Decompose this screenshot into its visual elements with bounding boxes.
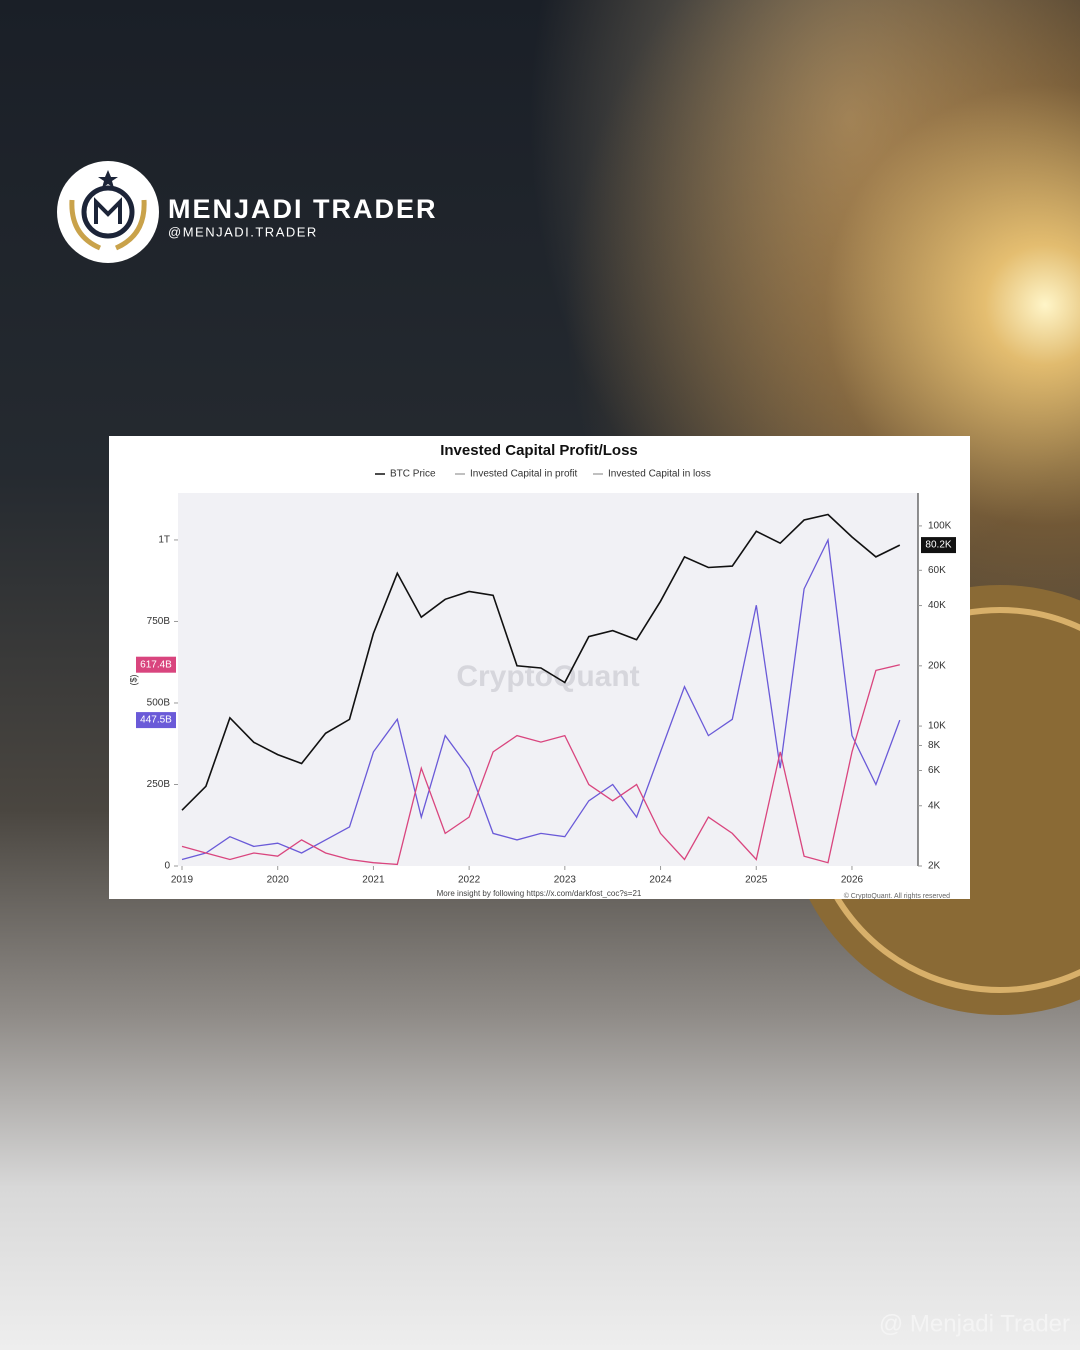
series-line [181, 513, 901, 811]
brand-name: MENJADI TRADER [168, 194, 438, 224]
y-tick-label: 750B [147, 616, 171, 627]
logo-laurel [69, 199, 147, 251]
x-tick-label: 2022 [458, 875, 481, 886]
y-tick-label: 500B [147, 698, 171, 709]
plot-area [178, 493, 918, 866]
legend-label: BTC Price [390, 469, 436, 480]
plot: 0 250B 500B 750B 1T 2K 4K 6K 8K 10K 20K 40K 60K 100K 2… [136, 469, 956, 886]
legend-label: Invested Capital in profit [470, 469, 578, 480]
last-value-box [136, 656, 176, 673]
watermark: CryptoQuant [456, 660, 639, 693]
y2-tick-label: 8K [928, 740, 941, 751]
post-watermark: @ Menjadi Trader [879, 1310, 1070, 1337]
x-tick-label: 2020 [267, 875, 290, 886]
y2-tick-label: 10K [928, 721, 946, 732]
y-tick-label: 250B [147, 779, 171, 790]
y2-tick-label: 2K [928, 861, 941, 872]
last-value-box [921, 537, 956, 554]
y2-tick-label: 100K [928, 521, 952, 532]
y2-tick-label: 40K [928, 600, 946, 611]
brand-handle: @MENJADI.TRADER [168, 224, 318, 239]
y2-tick-label: 60K [928, 565, 946, 576]
last-value-label: 80.2K [925, 540, 951, 551]
legend-label: Invested Capital in loss [608, 469, 711, 480]
chart-title: Invested Capital Profit/Loss [440, 442, 638, 459]
y-tick-label: 0 [164, 861, 170, 872]
copyright: © CryptoQuant. All rights reserved [844, 892, 950, 900]
footer: More insight by following https://x.com/… [437, 889, 642, 898]
y2-tick-label: 20K [928, 660, 946, 671]
last-value-label: 617.4B [140, 659, 172, 670]
x-tick-label: 2024 [649, 875, 672, 886]
logo-mark [94, 197, 122, 224]
last-value-label: 447.5B [140, 715, 172, 726]
series-line [181, 537, 901, 861]
x-tick-label: 2026 [841, 875, 864, 886]
logo-ring [81, 185, 135, 239]
y-axis-label: ($) [128, 674, 138, 685]
y-tick-label: 1T [158, 535, 170, 546]
y2-tick-label: 4K [928, 800, 941, 811]
x-tick-label: 2021 [362, 875, 385, 886]
series-line [181, 664, 900, 866]
last-value-box [136, 712, 176, 729]
x-tick-label: 2019 [171, 875, 194, 886]
y2-tick-label: 6K [928, 765, 941, 776]
x-tick-label: 2023 [554, 875, 577, 886]
logo-star [98, 170, 118, 188]
x-tick-label: 2025 [745, 875, 768, 886]
